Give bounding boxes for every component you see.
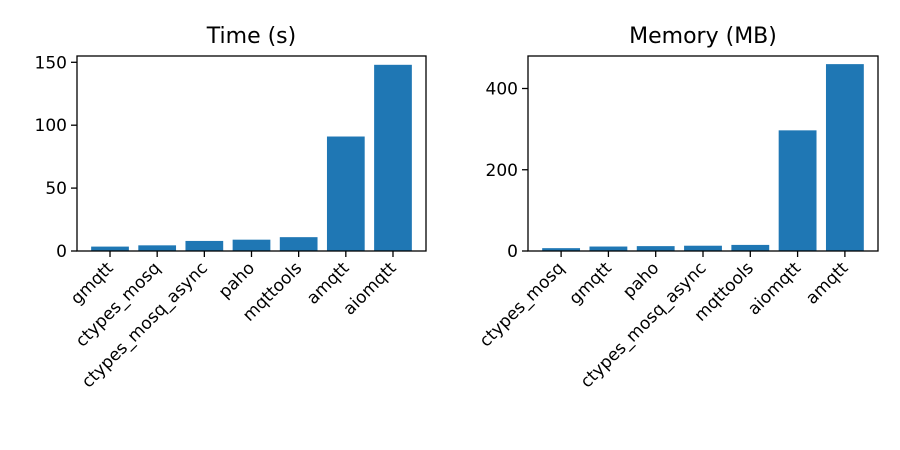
bar-gmqtt <box>589 246 628 251</box>
memory-chart-title: Memory (MB) <box>629 24 777 49</box>
y-tick-label: 0 <box>56 242 67 262</box>
bar-mqttools <box>279 237 318 251</box>
y-tick-label: 100 <box>35 116 67 136</box>
axes-frame <box>527 55 879 252</box>
time-chart-plot: 050100150gmqttctypes_mosqctypes_mosq_asy… <box>35 53 427 392</box>
bar-aiomqtt <box>778 130 817 251</box>
bar-paho <box>232 239 271 251</box>
bar-mqttools <box>731 244 770 251</box>
x-tick-label: aiomqtt <box>340 258 401 319</box>
y-tick-label: 400 <box>486 80 518 100</box>
x-tick-label: paho <box>215 258 259 302</box>
bar-amqtt <box>825 64 864 251</box>
y-tick-label: 200 <box>486 161 518 181</box>
x-tick-label: gmqtt <box>565 258 616 309</box>
bar-gmqtt <box>91 246 129 251</box>
x-tick-label: paho <box>619 258 663 302</box>
bar-ctypes_mosq_async <box>684 245 722 251</box>
bar-ctypes_mosq_async <box>185 240 224 251</box>
bar-paho <box>636 246 675 251</box>
bar-aiomqtt <box>374 64 412 251</box>
x-tick-label: aiomqtt <box>744 258 805 319</box>
time-chart: Time (s) 050100150gmqttctypes_mosqctypes… <box>35 24 427 392</box>
x-tick-label: amqtt <box>802 258 853 309</box>
x-tick-label: ctypes_mosq <box>476 258 569 351</box>
bar-amqtt <box>326 136 365 251</box>
y-tick-label: 50 <box>45 179 67 199</box>
axes-frame <box>76 55 427 252</box>
bar-ctypes_mosq <box>542 248 581 251</box>
bar-ctypes_mosq <box>138 245 177 251</box>
y-tick-label: 0 <box>507 242 518 262</box>
time-chart-title: Time (s) <box>206 24 296 49</box>
y-tick-label: 150 <box>35 53 67 73</box>
